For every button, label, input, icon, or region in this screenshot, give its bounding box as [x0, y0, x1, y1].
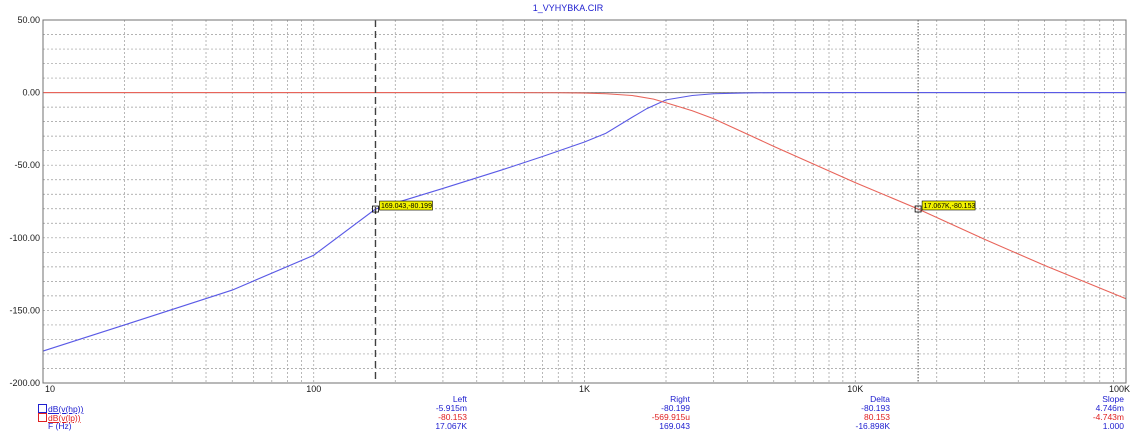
annotation-tag	[379, 200, 433, 211]
x-tick-label: 100	[306, 384, 321, 394]
x-tick-label: 100K	[1109, 384, 1130, 394]
readout-row-hp[interactable]: dB(v(hp)) -5.915m -80.199 -80.193 4.746m	[0, 403, 1136, 414]
annotation-label: 17.067K,-80.153	[924, 203, 976, 210]
grid	[43, 20, 1126, 383]
readout-freq-delta: -16.898K	[855, 421, 891, 431]
y-tick-label: 50.00	[17, 15, 40, 25]
cursor-marker-icon[interactable]	[914, 205, 922, 213]
y-tick-label: 0.00	[22, 88, 40, 98]
annotations: 169.043,-80.199 17.067K,-80.153	[372, 200, 976, 213]
curves	[42, 92, 1127, 352]
series-line-hp	[42, 92, 1126, 352]
readout-freq-slope: 1.000	[1102, 421, 1124, 431]
readout-header-delta: Delta	[870, 394, 890, 404]
readout-label-lp[interactable]: dB(v(lp))	[38, 413, 81, 423]
readout-lp-right: -569.915u	[651, 412, 690, 422]
cursor-marker-icon[interactable]	[372, 205, 379, 213]
readout-label-lp-text: dB(v(lp))	[48, 413, 81, 423]
annotation-tag	[921, 200, 976, 211]
readout-freq-left: 17.067K	[435, 421, 467, 431]
readout-freq-right: 169.043	[659, 421, 690, 431]
series-line-lp	[43, 92, 1127, 300]
x-tick-label: 1K	[579, 384, 590, 394]
annotation-label: 169.043,-80.199	[381, 203, 432, 210]
y-tick-label: -150.00	[9, 305, 40, 315]
readout-hp-slope: 4.746m	[1095, 403, 1124, 413]
readout-row-freq: F (Hz) 17.067K 169.043 -16.898K 1.000	[0, 422, 1136, 431]
readout-hp-right: -80.199	[661, 403, 690, 413]
x-tick-labels: 10 100 1K 10K 100K	[45, 384, 1130, 394]
readout-header-row: Left Right Delta Slope	[0, 395, 1136, 404]
readout-header-right: Right	[670, 394, 690, 404]
y-tick-label: -100.00	[9, 233, 40, 243]
series-hp-swatch-icon	[38, 404, 47, 413]
readout-hp-delta: -80.193	[861, 403, 890, 413]
chart-title: 1_VYHYBKA.CIR	[533, 3, 604, 13]
bode-plot: 169.043,-80.199 17.067K,-80.153 50.00 0.00…	[9, 3, 1130, 394]
cursor-readout-panel: Left Right Delta Slope dB(v(hp)) -5.915m…	[0, 395, 1136, 434]
readout-label-freq: F (Hz)	[48, 421, 72, 431]
readout-header-left: Left	[452, 394, 467, 404]
y-tick-label: -200.00	[9, 378, 40, 388]
readout-row-lp[interactable]: dB(v(lp)) -80.153 -569.915u 80.153 -4.74…	[0, 412, 1136, 423]
y-tick-labels: 50.00 0.00 -50.00 -100.00 -150.00 -200.00	[9, 15, 40, 388]
readout-header-slope: Slope	[1102, 394, 1124, 404]
series-lp-swatch-icon	[38, 413, 47, 422]
readout-label-hp-text: dB(v(hp))	[48, 404, 84, 414]
y-tick-label: -50.00	[14, 160, 40, 170]
x-tick-label: 10	[45, 384, 55, 394]
readout-label-hp[interactable]: dB(v(hp))	[38, 404, 83, 414]
cursors[interactable]	[374, 20, 919, 383]
readout-hp-left: -5.915m	[435, 403, 467, 413]
readout-lp-delta: 80.153	[864, 412, 890, 422]
x-tick-label: 10K	[847, 384, 863, 394]
readout-lp-slope: -4.743m	[1092, 412, 1124, 422]
plot-frame	[42, 19, 1127, 384]
readout-lp-left: -80.153	[438, 412, 467, 422]
